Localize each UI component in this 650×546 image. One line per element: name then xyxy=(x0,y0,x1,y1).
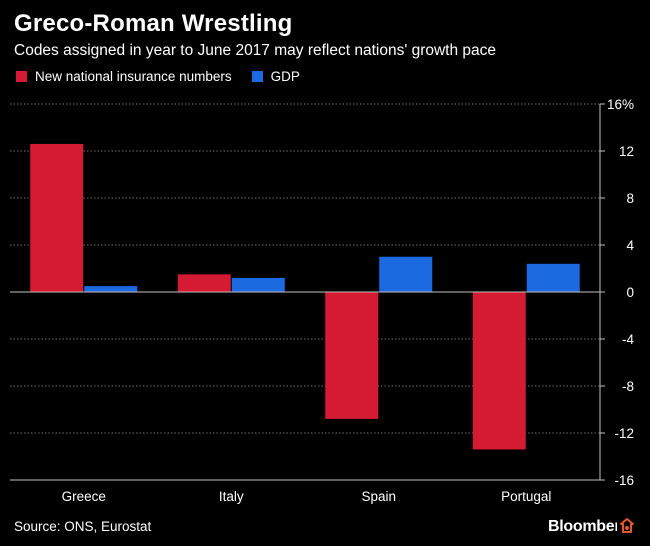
y-tick-label: -8 xyxy=(622,379,634,394)
bar-gdp-greece xyxy=(84,286,138,292)
legend-swatch-insurance xyxy=(16,71,27,82)
brand-logo: Bloomberg xyxy=(548,518,630,535)
legend-swatch-gdp xyxy=(251,71,263,82)
chart-subtitle: Codes assigned in year to June 2017 may … xyxy=(14,42,497,59)
bar-gdp-spain xyxy=(379,256,433,292)
x-tick-label: Italy xyxy=(219,489,244,504)
legend-label-insurance: New national insurance numbers xyxy=(35,69,232,84)
chart-title: Greco-Roman Wrestling xyxy=(14,10,293,37)
y-tick-label: -12 xyxy=(614,426,634,441)
y-tick-label: 16% xyxy=(607,97,634,112)
y-tick-label: 0 xyxy=(626,285,634,300)
x-tick-label: Portugal xyxy=(501,489,551,504)
legend-label-gdp: GDP xyxy=(270,69,300,84)
y-tick-label: -4 xyxy=(622,332,634,347)
bar-insurance-italy xyxy=(177,274,231,292)
bar-gdp-portugal xyxy=(526,263,580,292)
y-tick-label: -16 xyxy=(614,473,634,488)
bar-insurance-greece xyxy=(30,143,84,292)
legend-item-insurance: New national insurance numbers xyxy=(16,69,232,84)
bar-insurance-portugal xyxy=(472,292,526,450)
terminal-icon xyxy=(617,516,637,536)
legend: New national insurance numbers GDP xyxy=(16,69,320,84)
bars-layer xyxy=(30,143,580,450)
bar-gdp-italy xyxy=(231,277,285,292)
y-tick-label: 12 xyxy=(619,144,634,159)
x-tick-label: Greece xyxy=(62,489,106,504)
y-tick-label: 8 xyxy=(626,191,634,206)
axis-layer: 16% 12 8 4 0 -4 -8 -12 -16 Greece Italy Spain Portug… xyxy=(10,97,634,504)
legend-item-gdp: GDP xyxy=(251,69,300,84)
source-note: Source: ONS, Eurostat xyxy=(14,519,152,534)
bar-insurance-spain xyxy=(325,292,379,419)
y-tick-label: 4 xyxy=(626,238,634,253)
x-tick-label: Spain xyxy=(361,489,396,504)
